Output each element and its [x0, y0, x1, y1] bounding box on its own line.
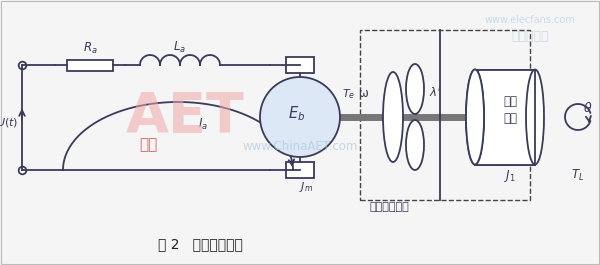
- Text: $\lambda'$: $\lambda'$: [429, 86, 442, 100]
- Text: $R_a$: $R_a$: [83, 41, 97, 56]
- Text: ω: ω: [358, 87, 368, 100]
- Text: $T_L$: $T_L$: [571, 167, 584, 183]
- Text: 传动减速机构: 传动减速机构: [370, 202, 410, 212]
- Text: www.elecfans.com: www.elecfans.com: [485, 15, 575, 25]
- Bar: [475, 69, 535, 165]
- Text: $L_a$: $L_a$: [173, 40, 187, 55]
- Text: $J_1$: $J_1$: [504, 167, 516, 183]
- Text: 电子发烧友: 电子发烧友: [511, 30, 549, 43]
- Bar: [286, 57, 314, 73]
- Text: $U(t)$: $U(t)$: [0, 116, 18, 129]
- Text: $E_b$: $E_b$: [289, 105, 305, 123]
- Text: $T_e$: $T_e$: [342, 87, 355, 101]
- Ellipse shape: [406, 120, 424, 170]
- Bar: [475, 69, 535, 165]
- Text: 图 2   舵机结构简图: 图 2 舵机结构简图: [158, 237, 242, 251]
- Text: 舵机: 舵机: [503, 95, 517, 108]
- Text: $I_a$: $I_a$: [198, 117, 208, 132]
- Ellipse shape: [383, 72, 403, 162]
- Ellipse shape: [526, 69, 544, 165]
- Bar: [286, 162, 314, 178]
- Ellipse shape: [406, 64, 424, 114]
- Ellipse shape: [466, 69, 484, 165]
- Bar: [67, 60, 113, 70]
- Circle shape: [260, 77, 340, 157]
- Ellipse shape: [466, 69, 484, 165]
- Text: $\theta$: $\theta$: [583, 101, 592, 115]
- Text: 电机: 电机: [139, 138, 157, 152]
- Text: $J_m$: $J_m$: [299, 180, 313, 194]
- Text: www.ChinaAET.com: www.ChinaAET.com: [242, 140, 358, 153]
- Text: AET: AET: [125, 90, 244, 144]
- Bar: [475, 69, 535, 165]
- Text: 输出: 输出: [503, 112, 517, 125]
- Bar: [360, 30, 530, 200]
